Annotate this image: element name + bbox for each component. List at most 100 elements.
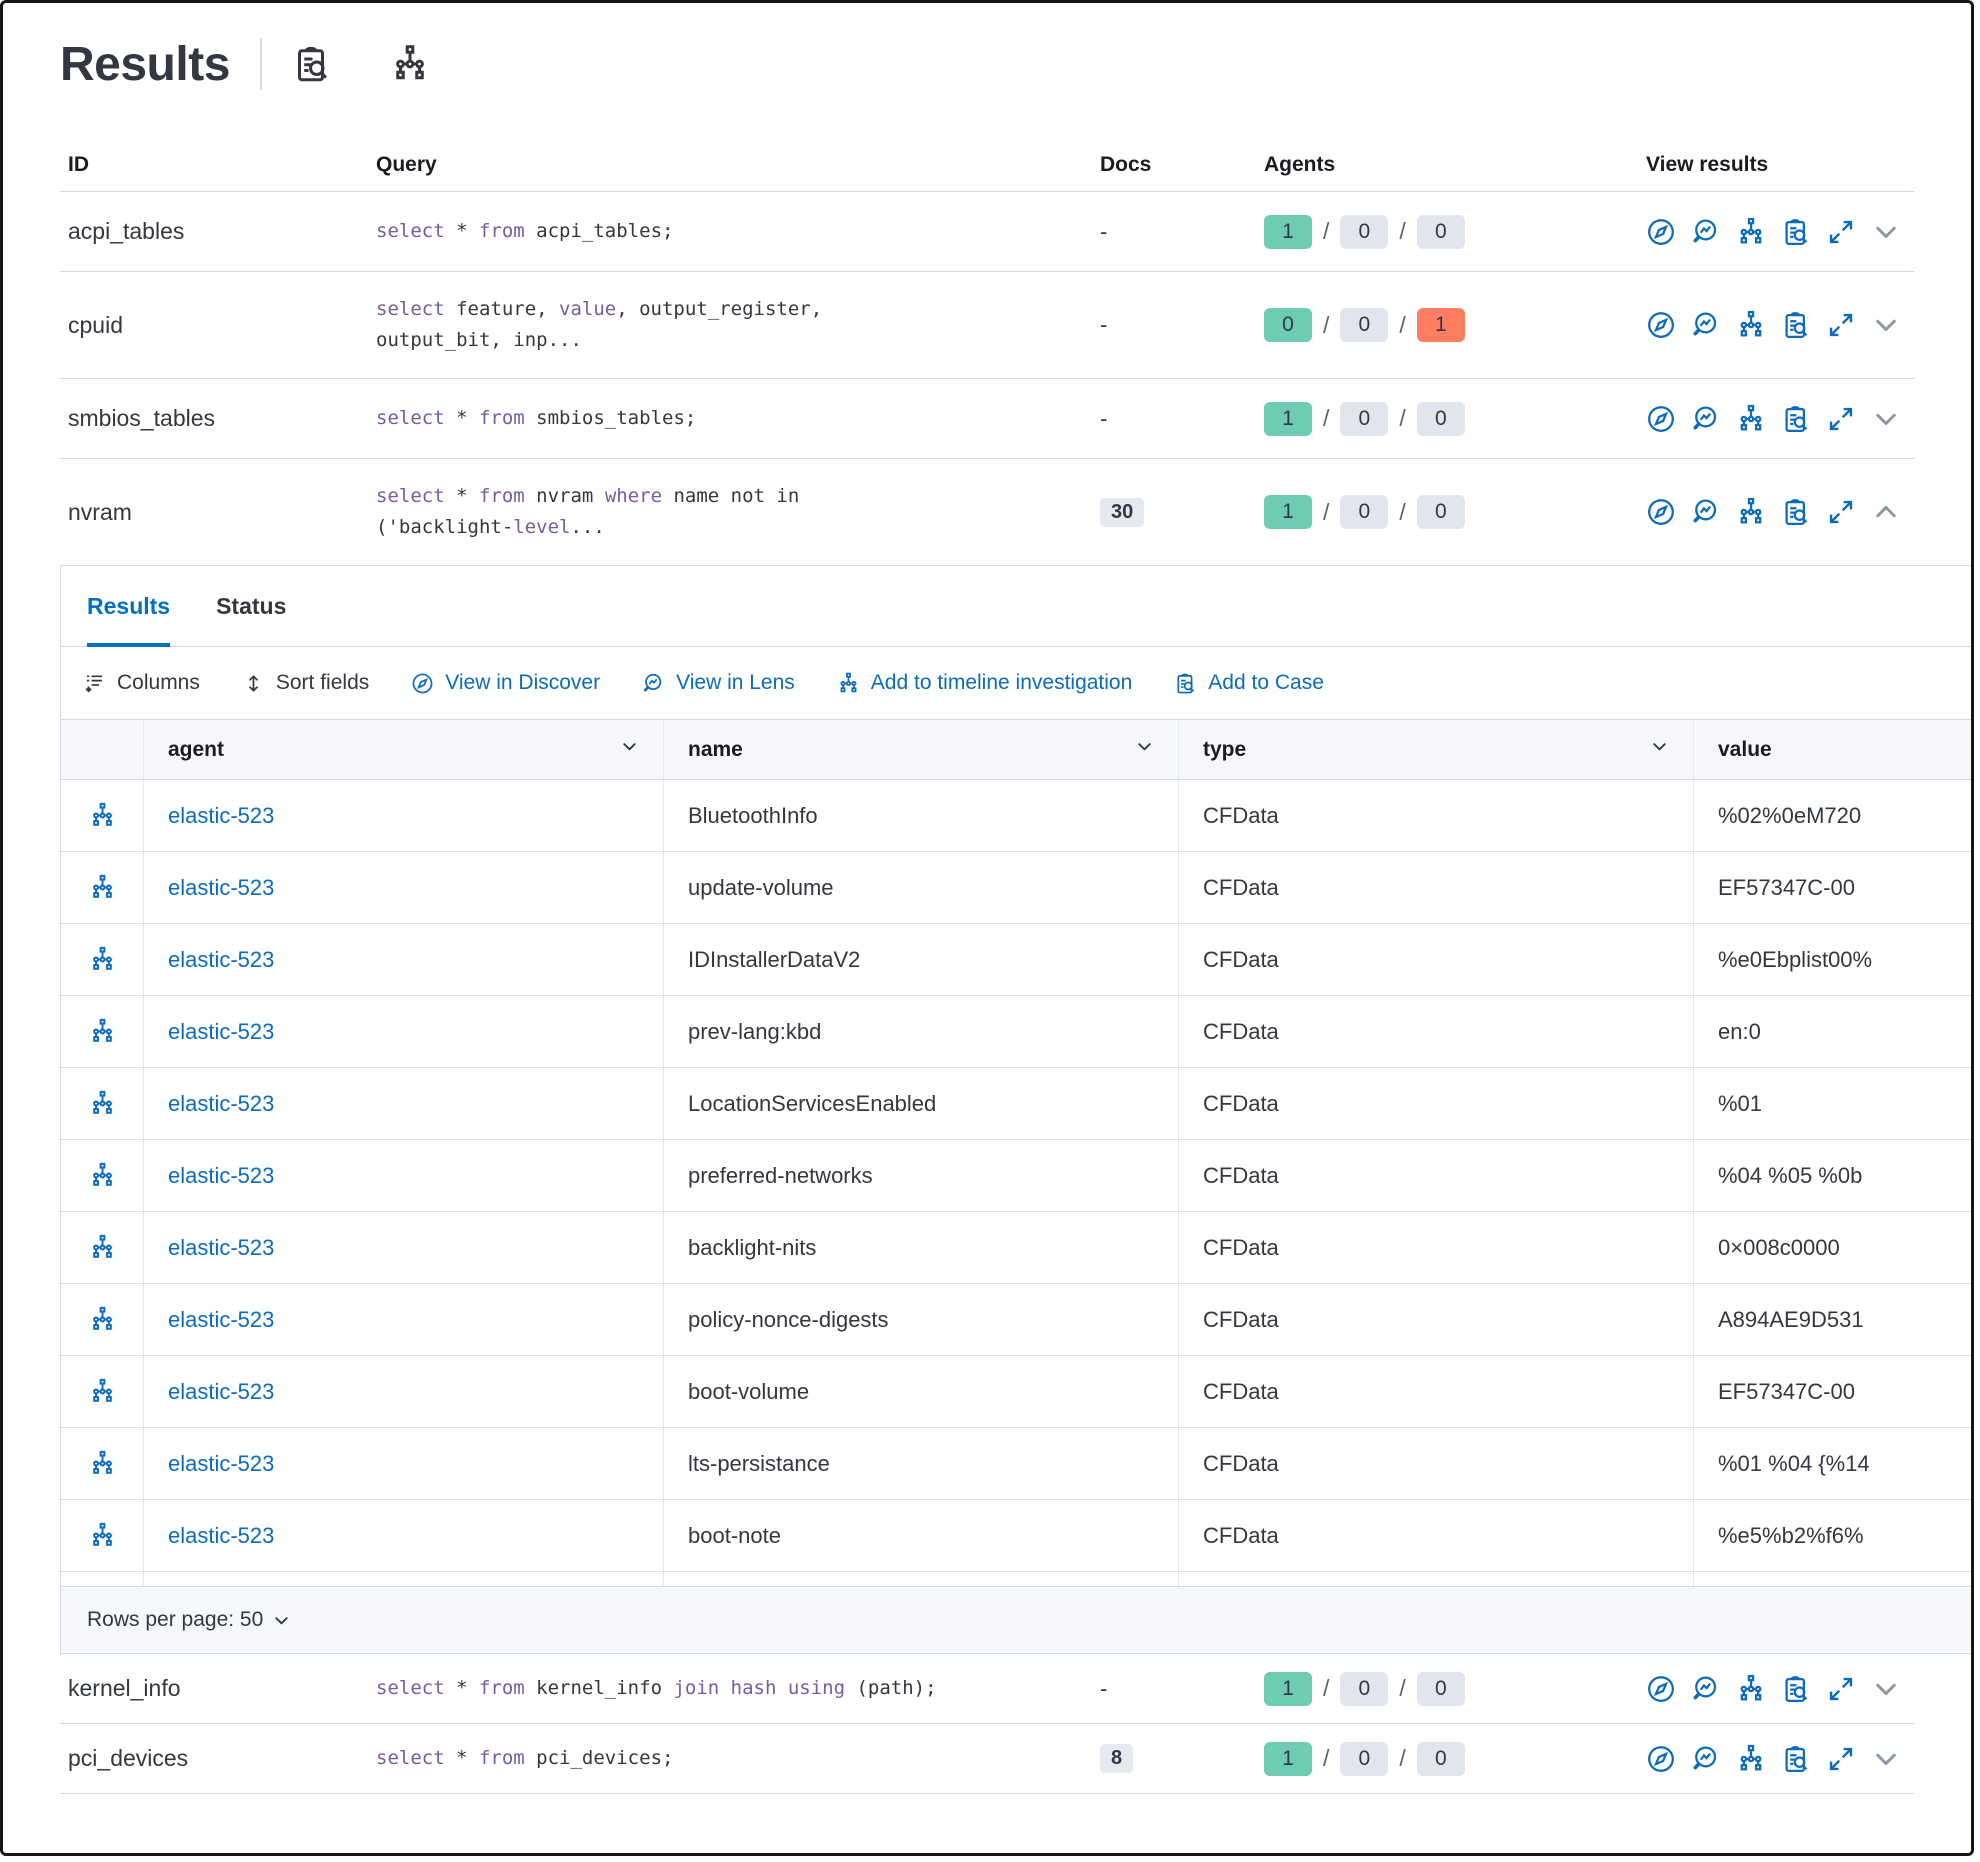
- view-in-discover-icon[interactable]: [1646, 404, 1676, 434]
- grid-row: elastic-523 BluetoothInfo CFData %02%0eM…: [61, 780, 1971, 852]
- add-to-timeline-button[interactable]: Add to timeline investigation: [837, 671, 1132, 695]
- view-in-lens-button[interactable]: View in Lens: [642, 671, 795, 695]
- query-row-pci-devices: pci_devices select * from pci_devices; 8…: [60, 1723, 1914, 1793]
- tab-status[interactable]: Status: [216, 592, 287, 619]
- query-id: cpuid: [68, 311, 123, 338]
- columns-button[interactable]: Columns: [83, 671, 200, 695]
- chevron-down-icon[interactable]: [1871, 310, 1901, 340]
- row-timeline-icon[interactable]: [61, 996, 143, 1067]
- add-to-case-icon[interactable]: [1781, 404, 1811, 434]
- view-in-lens-icon[interactable]: [1691, 1744, 1721, 1774]
- query-row-smbios-tables: smbios_tables select * from smbios_table…: [60, 378, 1914, 458]
- agent-link[interactable]: elastic-523: [168, 1234, 275, 1260]
- cell-name: boot-note: [663, 1500, 1178, 1571]
- add-to-timeline-icon[interactable]: [1736, 404, 1766, 434]
- grid-header-agent[interactable]: agent: [143, 720, 663, 779]
- add-to-case-icon[interactable]: [1781, 1744, 1811, 1774]
- view-results-actions: [1646, 497, 1914, 527]
- docs-count: 30: [1086, 497, 1264, 527]
- tab-results[interactable]: Results: [87, 566, 171, 647]
- row-timeline-icon[interactable]: [61, 1068, 143, 1139]
- row-timeline-icon[interactable]: [61, 1212, 143, 1283]
- expand-icon[interactable]: [1826, 404, 1856, 434]
- grid-header-row: agent name type value: [61, 720, 1971, 780]
- row-timeline-icon[interactable]: [61, 1284, 143, 1355]
- cell-type: CFData: [1178, 852, 1693, 923]
- agent-link[interactable]: elastic-523: [168, 1450, 275, 1476]
- chevron-down-icon[interactable]: [620, 737, 639, 762]
- add-to-case-icon[interactable]: [1781, 310, 1811, 340]
- view-in-discover-icon[interactable]: [1646, 310, 1676, 340]
- agents-failed-badge: 0: [1416, 401, 1465, 436]
- chevron-up-icon[interactable]: [1871, 497, 1901, 527]
- cell-type: CFData: [1178, 1356, 1693, 1427]
- add-to-timeline-icon[interactable]: [1736, 497, 1766, 527]
- grid-header-name[interactable]: name: [663, 720, 1178, 779]
- add-to-timeline-icon[interactable]: [1736, 1674, 1766, 1704]
- agent-link[interactable]: elastic-523: [168, 1306, 275, 1332]
- add-to-case-icon[interactable]: [1781, 1674, 1811, 1704]
- cell-value: %e5%b2%f6%: [1693, 1500, 1971, 1571]
- agent-link[interactable]: elastic-523: [168, 1162, 275, 1188]
- add-to-timeline-icon[interactable]: [1736, 217, 1766, 247]
- agents-status: 1/0/0: [1264, 214, 1646, 249]
- timeline-tree-icon[interactable]: [390, 44, 430, 84]
- row-timeline-icon[interactable]: [61, 1428, 143, 1499]
- agent-link[interactable]: elastic-523: [168, 802, 275, 828]
- view-in-discover-icon[interactable]: [1646, 217, 1676, 247]
- grid-header-value[interactable]: value: [1693, 720, 1971, 779]
- case-icon: [1174, 672, 1197, 695]
- query-sql: select * from nvram where name not in ('…: [376, 485, 800, 538]
- view-in-lens-icon[interactable]: [1691, 404, 1721, 434]
- chevron-down-icon[interactable]: [1871, 404, 1901, 434]
- view-in-discover-button[interactable]: View in Discover: [411, 671, 600, 695]
- view-in-lens-icon[interactable]: [1691, 1674, 1721, 1704]
- add-to-case-icon[interactable]: [1781, 497, 1811, 527]
- row-timeline-icon[interactable]: [61, 852, 143, 923]
- sort-fields-button[interactable]: Sort fields: [242, 671, 369, 695]
- rows-per-page-button[interactable]: Rows per page: 50: [87, 1608, 291, 1632]
- agent-link[interactable]: elastic-523: [168, 1522, 275, 1548]
- query-id: kernel_info: [68, 1675, 181, 1701]
- chevron-down-icon[interactable]: [1871, 217, 1901, 247]
- agent-link[interactable]: elastic-523: [168, 1090, 275, 1116]
- add-to-case-icon[interactable]: [1781, 217, 1811, 247]
- agents-failed-badge: 1: [1416, 308, 1465, 342]
- view-in-lens-icon[interactable]: [1691, 310, 1721, 340]
- grid-row: elastic-523 policy-nonce-digests CFData …: [61, 1284, 1971, 1356]
- agents-status: 1/0/0: [1264, 495, 1646, 529]
- cell-value: %01: [1693, 1068, 1971, 1139]
- view-in-discover-icon[interactable]: [1646, 1744, 1676, 1774]
- view-in-discover-icon[interactable]: [1646, 1674, 1676, 1704]
- add-to-timeline-icon[interactable]: [1736, 310, 1766, 340]
- grid-row: elastic-523 LocationServicesEnabled CFDa…: [61, 1068, 1971, 1140]
- view-in-discover-icon[interactable]: [1646, 497, 1676, 527]
- add-to-case-button[interactable]: Add to Case: [1174, 671, 1324, 695]
- cell-name: backlight-nits: [663, 1212, 1178, 1283]
- row-timeline-icon[interactable]: [61, 924, 143, 995]
- view-in-lens-icon[interactable]: [1691, 217, 1721, 247]
- expand-icon[interactable]: [1826, 310, 1856, 340]
- add-to-timeline-icon[interactable]: [1736, 1744, 1766, 1774]
- agent-link[interactable]: elastic-523: [168, 946, 275, 972]
- chevron-down-icon[interactable]: [1871, 1744, 1901, 1774]
- row-timeline-icon[interactable]: [61, 780, 143, 851]
- view-in-lens-icon[interactable]: [1691, 497, 1721, 527]
- view-results-actions: [1646, 1674, 1914, 1704]
- agent-link[interactable]: elastic-523: [168, 1018, 275, 1044]
- inspect-icon[interactable]: [292, 44, 332, 84]
- expand-icon[interactable]: [1826, 1674, 1856, 1704]
- row-timeline-icon[interactable]: [61, 1356, 143, 1427]
- agent-link[interactable]: elastic-523: [168, 1378, 275, 1404]
- chevron-down-icon[interactable]: [1871, 1674, 1901, 1704]
- row-timeline-icon[interactable]: [61, 1500, 143, 1571]
- chevron-down-icon[interactable]: [1650, 737, 1669, 762]
- chevron-down-icon[interactable]: [1135, 737, 1154, 762]
- expand-icon[interactable]: [1826, 1744, 1856, 1774]
- grid-header-type[interactable]: type: [1178, 720, 1693, 779]
- agent-link[interactable]: elastic-523: [168, 874, 275, 900]
- cell-type: CFData: [1178, 780, 1693, 851]
- expand-icon[interactable]: [1826, 497, 1856, 527]
- expand-icon[interactable]: [1826, 217, 1856, 247]
- row-timeline-icon[interactable]: [61, 1140, 143, 1211]
